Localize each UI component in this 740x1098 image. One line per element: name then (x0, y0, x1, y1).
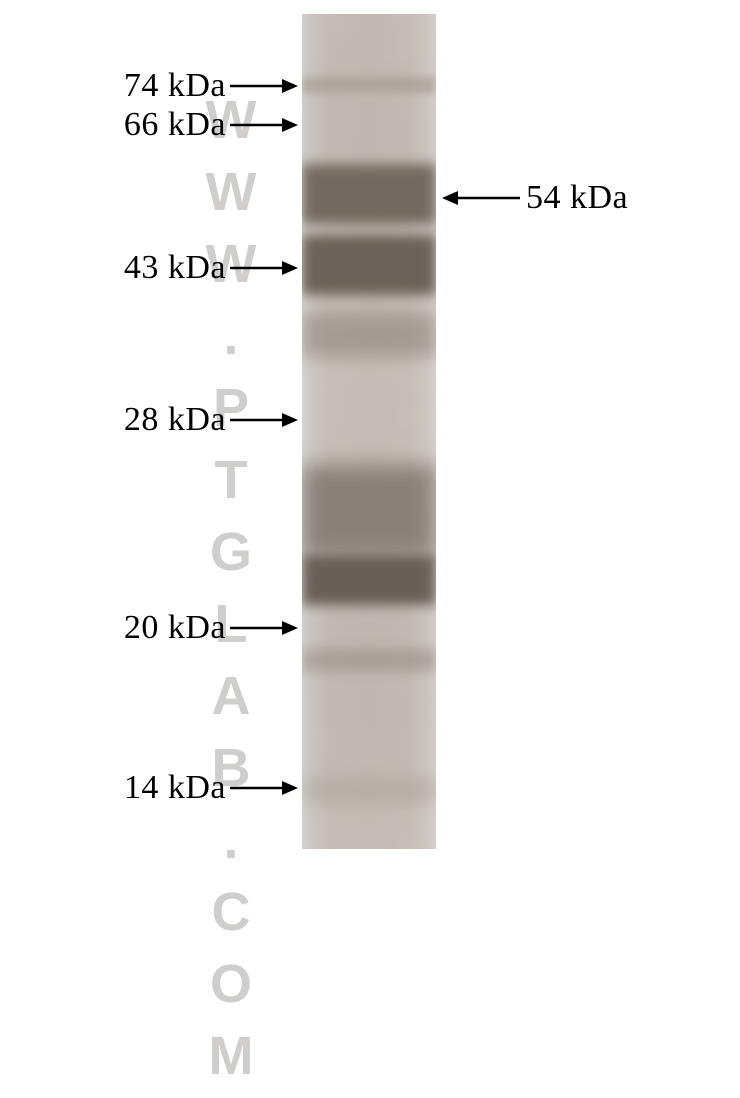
mw-marker-left: 14 kDa (0, 769, 298, 807)
mw-marker-left: 66 kDa (0, 106, 298, 144)
gel-band (302, 235, 436, 295)
arrow-icon (442, 186, 520, 210)
gel-band (302, 777, 436, 803)
arrow-icon (230, 408, 298, 432)
gel-band (302, 465, 436, 555)
mw-marker-label: 43 kDa (124, 249, 226, 287)
mw-marker-left: 20 kDa (0, 609, 298, 647)
mw-marker-label: 20 kDa (124, 609, 226, 647)
gel-lane (302, 14, 436, 849)
figure-container: WWW.PTGLAB.COM 74 kDa66 kDa43 kDa28 kDa2… (0, 0, 740, 859)
gel-band (302, 555, 436, 605)
arrow-icon (230, 113, 298, 137)
mw-marker-label: 28 kDa (124, 401, 226, 439)
mw-marker-left: 28 kDa (0, 401, 298, 439)
mw-marker-left: 43 kDa (0, 249, 298, 287)
mw-marker-right: 54 kDa (442, 179, 740, 217)
arrow-icon (230, 74, 298, 98)
mw-marker-label: 66 kDa (124, 106, 226, 144)
mw-marker-label: 14 kDa (124, 769, 226, 807)
mw-marker-left: 74 kDa (0, 67, 298, 105)
gel-band (302, 164, 436, 224)
mw-marker-label: 74 kDa (124, 67, 226, 105)
mw-marker-label: 54 kDa (526, 179, 628, 217)
gel-band (302, 649, 436, 671)
arrow-icon (230, 256, 298, 280)
lane-noise-overlay (302, 14, 436, 849)
gel-band (302, 77, 436, 93)
watermark-text: WWW.PTGLAB.COM (200, 90, 262, 1098)
arrow-icon (230, 776, 298, 800)
arrow-icon (230, 616, 298, 640)
gel-band (302, 313, 436, 357)
